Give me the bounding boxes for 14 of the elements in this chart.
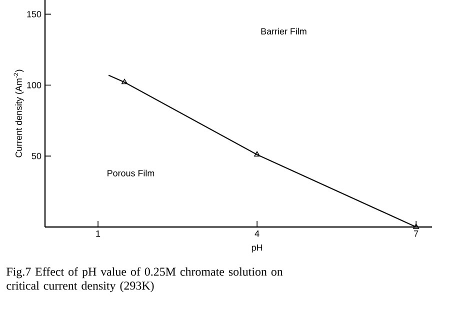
x-tick-label: 7 <box>414 230 418 237</box>
x-tick-label: 4 <box>254 230 260 237</box>
annotation: Porous Film <box>108 170 154 176</box>
y-tick-label: 150 <box>27 11 42 18</box>
point <box>413 224 420 229</box>
annotation: Barrier Film <box>261 28 306 35</box>
x-tick-label: 1 <box>96 230 100 237</box>
text: Fig.7 Effect of pH value of 0.25M chromate solution on critical current density (293K) <box>6 267 283 292</box>
point <box>254 151 260 157</box>
point <box>122 78 128 84</box>
x-axis-title: pH <box>252 244 262 252</box>
y-tick-label: 50 <box>32 152 42 160</box>
y-axis-title: Current density (Am$^{-2}$) <box>14 70 24 158</box>
y-tick-label: 100 <box>27 82 42 88</box>
